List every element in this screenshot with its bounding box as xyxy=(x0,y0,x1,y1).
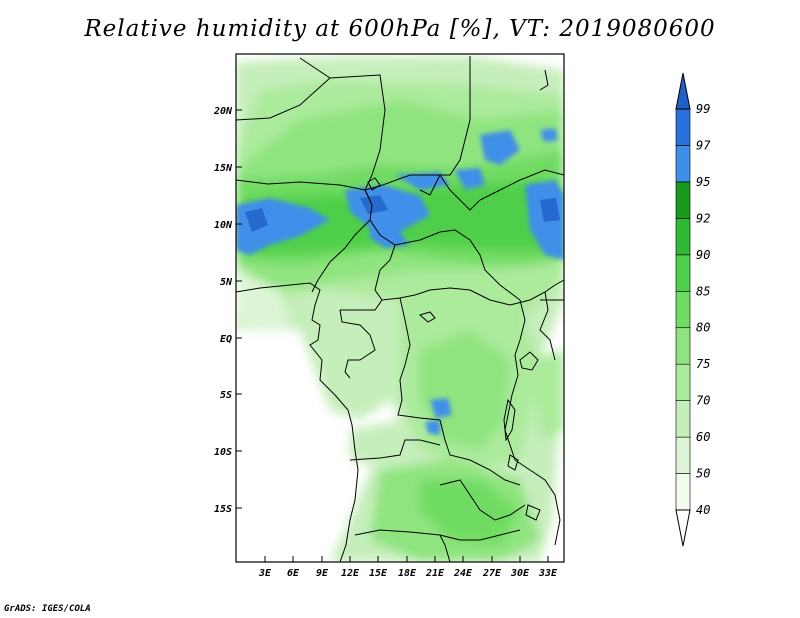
map-title: Relative humidity at 600hPa [%], VT: 201… xyxy=(84,16,716,42)
colorbar-label-40: 40 xyxy=(696,503,710,517)
humidity-field xyxy=(236,54,564,562)
colorbar-top-arrow xyxy=(675,72,691,110)
svg-text:10N: 10N xyxy=(214,220,233,231)
svg-text:EQ: EQ xyxy=(220,334,232,345)
svg-text:27E: 27E xyxy=(482,568,502,579)
lon-tick-33e: 33E xyxy=(538,556,558,579)
colorbar-label-70: 70 xyxy=(696,394,710,408)
colorbar-segment-95-97 xyxy=(675,145,691,183)
lon-tick-3e: 3E xyxy=(258,556,272,579)
svg-text:21E: 21E xyxy=(425,568,445,579)
lat-tick-5n: 5N xyxy=(220,277,242,288)
svg-text:15E: 15E xyxy=(369,568,388,579)
colorbar-label-92: 92 xyxy=(696,211,710,225)
longitude-axis: 3E 6E 9E 12E 15E 18E 21E 24E 27E 30E 33E xyxy=(258,556,558,579)
svg-text:15S: 15S xyxy=(214,504,232,515)
svg-text:6E: 6E xyxy=(287,568,300,579)
colorbar-label-97: 97 xyxy=(696,138,711,152)
colorbar-label-99: 99 xyxy=(696,102,710,116)
colorbar-label-95: 95 xyxy=(696,175,710,189)
lat-tick-eq: EQ xyxy=(220,334,242,345)
lat-tick-10n: 10N xyxy=(214,220,242,231)
lon-tick-6e: 6E xyxy=(287,556,300,579)
svg-text:3E: 3E xyxy=(258,568,272,579)
colorbar-segment-85-90 xyxy=(675,254,691,292)
map-frame xyxy=(235,53,565,563)
lon-tick-12e: 12E xyxy=(341,556,360,579)
svg-text:10S: 10S xyxy=(214,447,232,458)
svg-text:33E: 33E xyxy=(538,568,558,579)
lat-tick-10s: 10S xyxy=(214,447,242,458)
lon-tick-21e: 21E xyxy=(425,556,445,579)
svg-text:5N: 5N xyxy=(220,277,233,288)
lon-tick-15e: 15E xyxy=(369,556,388,579)
latitude-axis: 20N 15N 10N 5N EQ 5S 10S 15S xyxy=(213,106,242,515)
colorbar-segment-60-70 xyxy=(675,400,691,438)
lon-tick-24e: 24E xyxy=(453,556,473,579)
lat-tick-20n: 20N xyxy=(213,106,242,117)
colorbar-segment-70-75 xyxy=(675,363,691,401)
colorbar-segment-40-50 xyxy=(675,473,691,511)
svg-text:5S: 5S xyxy=(220,390,232,401)
lon-tick-9e: 9E xyxy=(316,556,329,579)
lon-tick-27e: 27E xyxy=(482,556,502,579)
colorbar-label-60: 60 xyxy=(696,430,710,444)
colorbar-label-85: 85 xyxy=(696,284,710,298)
svg-text:12E: 12E xyxy=(341,568,360,579)
colorbar-label-75: 75 xyxy=(696,357,710,371)
colorbar-segment-75-80 xyxy=(675,327,691,365)
svg-text:30E: 30E xyxy=(510,568,530,579)
svg-text:15N: 15N xyxy=(214,163,233,174)
svg-text:18E: 18E xyxy=(398,568,417,579)
colorbar-segment-97-99 xyxy=(675,108,691,146)
colorbar-segment-90-92 xyxy=(675,218,691,256)
colorbar-label-80: 80 xyxy=(696,321,710,335)
lat-tick-15n: 15N xyxy=(214,163,242,174)
colorbar-segment-50-60 xyxy=(675,436,691,474)
lat-tick-5s: 5S xyxy=(220,390,242,401)
lon-tick-30e: 30E xyxy=(510,556,530,579)
svg-text:9E: 9E xyxy=(316,568,329,579)
svg-text:24E: 24E xyxy=(453,568,473,579)
colorbar: 40 50 60 70 75 80 85 90 92 95 97 99 xyxy=(675,72,711,547)
colorbar-label-50: 50 xyxy=(696,467,710,481)
svg-text:20N: 20N xyxy=(213,106,233,117)
lat-tick-15s: 15S xyxy=(214,504,242,515)
country-borders xyxy=(236,56,564,562)
colorbar-label-90: 90 xyxy=(696,248,710,262)
grads-credit: GrADS: IGES/COLA xyxy=(4,604,91,614)
lon-tick-18e: 18E xyxy=(398,556,417,579)
colorbar-bottom-arrow xyxy=(675,509,691,547)
colorbar-segment-80-85 xyxy=(675,290,691,329)
colorbar-segment-92-95 xyxy=(675,181,691,219)
